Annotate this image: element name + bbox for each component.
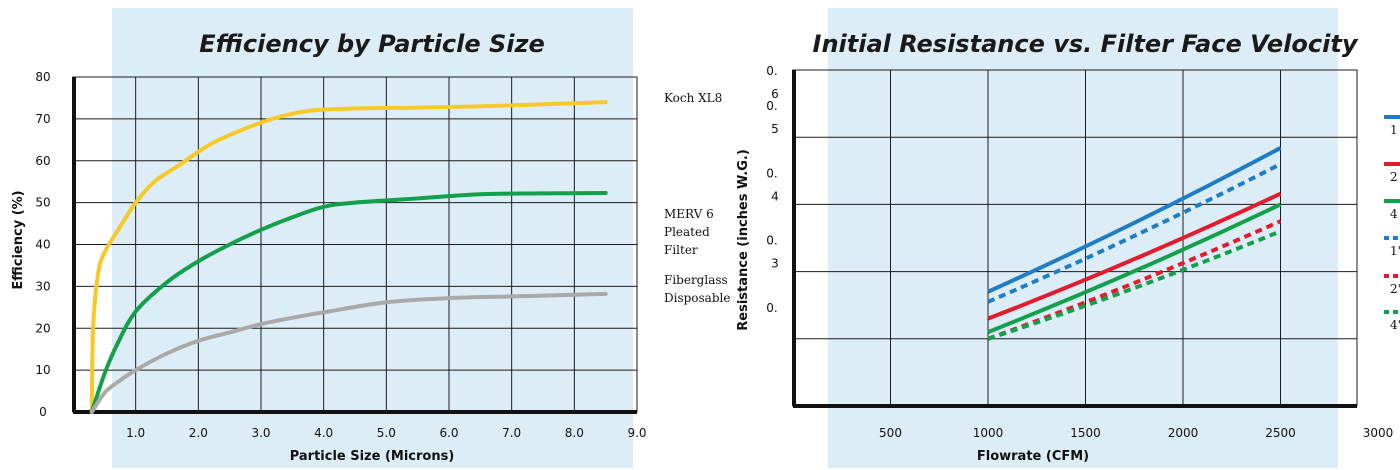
chart1-legend-merv6-line1: MERV 6 xyxy=(664,207,714,221)
chart1-legend-fiberglass-line2: Disposable xyxy=(664,291,730,305)
chart2-legend-label: 2' xyxy=(1390,282,1400,296)
chart2-y-tick-label: 5 xyxy=(771,122,779,136)
chart2-x-axis-label: Flowrate (CFM) xyxy=(977,449,1089,464)
chart2-series-dashed-green xyxy=(987,229,1282,341)
chart2-series-dashed-blue xyxy=(987,162,1282,304)
chart1-title: Efficiency by Particle Size xyxy=(199,30,545,58)
chart2-x-tick-label: 500 xyxy=(879,426,902,440)
chart2-y-tick-label: 6 xyxy=(771,87,779,101)
resistance-chart: Initial Resistance vs. Filter Face Veloc… xyxy=(736,8,1400,468)
chart1-legend-fiberglass-line1: Fiberglass xyxy=(664,273,728,287)
chart1-x-tick-label: 4.0 xyxy=(314,426,333,440)
chart1-x-axis-label: Particle Size (Microns) xyxy=(290,449,455,464)
chart1-legend-merv6-line2: Pleated xyxy=(664,225,710,239)
chart1-y-tick-label: 20 xyxy=(35,321,50,335)
chart2-y-tick-label: 0. xyxy=(766,99,777,113)
chart1-x-tick-label: 2.0 xyxy=(189,426,208,440)
chart1-series-koch-xl8 xyxy=(89,100,608,414)
chart2-y-tick-label: 0. xyxy=(766,166,777,180)
chart1-y-tick-label: 80 xyxy=(35,70,50,84)
chart2-x-tick-label: 2500 xyxy=(1265,426,1296,440)
chart1-y-tick-label: 70 xyxy=(35,112,50,126)
chart1-x-tick-label: 1.0 xyxy=(126,426,145,440)
chart2-legend-label: 1' xyxy=(1390,244,1400,258)
chart1-y-tick-label: 40 xyxy=(35,238,50,252)
chart2-title: Initial Resistance vs. Filter Face Veloc… xyxy=(813,30,1359,58)
chart1-y-tick-label: 30 xyxy=(35,279,50,293)
chart2-y-axis-label: Resistance (inches W.G.) xyxy=(736,149,751,331)
chart2-legend-label: 4' xyxy=(1390,318,1400,332)
chart2-legend-label: 2 xyxy=(1390,170,1398,184)
chart2-series-solid-red xyxy=(987,191,1282,321)
chart1-x-tick-label: 5.0 xyxy=(377,426,396,440)
chart2-series-solid-blue xyxy=(987,146,1282,294)
chart1-series-merv6 xyxy=(89,190,608,414)
chart1-x-tick-label: 9.0 xyxy=(627,426,646,440)
efficiency-chart: Efficiency by Particle Size Particle Siz… xyxy=(11,8,730,468)
chart2-legend-label: 4 xyxy=(1390,207,1398,221)
chart1-y-tick-label: 60 xyxy=(35,154,50,168)
chart2-y-tick-label: 0. xyxy=(766,301,777,315)
chart1-x-tick-label: 8.0 xyxy=(565,426,584,440)
chart1-legend-koch-xl8: Koch XL8 xyxy=(664,91,722,105)
chart1-y-axis-label: Efficiency (%) xyxy=(11,190,26,289)
chart2-legend-label: 1 xyxy=(1390,123,1398,137)
chart2-y-tick-label: 3 xyxy=(771,257,779,271)
chart1-y-tick-label: 50 xyxy=(35,196,50,210)
chart2-y-tick-label: 0. xyxy=(766,64,777,78)
chart2-series-solid-green xyxy=(987,202,1282,334)
chart1-x-tick-label: 3.0 xyxy=(251,426,270,440)
chart1-legend-merv6-line3: Filter xyxy=(664,243,698,257)
chart1-y-tick-label: 0 xyxy=(39,405,47,419)
chart2-y-tick-label: 0. xyxy=(766,234,777,248)
chart2-x-tick-label: 3000 xyxy=(1363,426,1394,440)
chart1-y-tick-label: 10 xyxy=(35,363,50,377)
chart2-background xyxy=(828,8,1338,468)
chart2-y-tick-label: 4 xyxy=(771,189,779,203)
chart1-series-fiberglass xyxy=(89,291,608,414)
chart2-x-tick-label: 1500 xyxy=(1070,426,1101,440)
chart2-x-tick-label: 1000 xyxy=(973,426,1004,440)
chart1-x-tick-label: 6.0 xyxy=(439,426,458,440)
chart2-x-tick-label: 2000 xyxy=(1168,426,1199,440)
chart1-x-tick-label: 7.0 xyxy=(502,426,521,440)
